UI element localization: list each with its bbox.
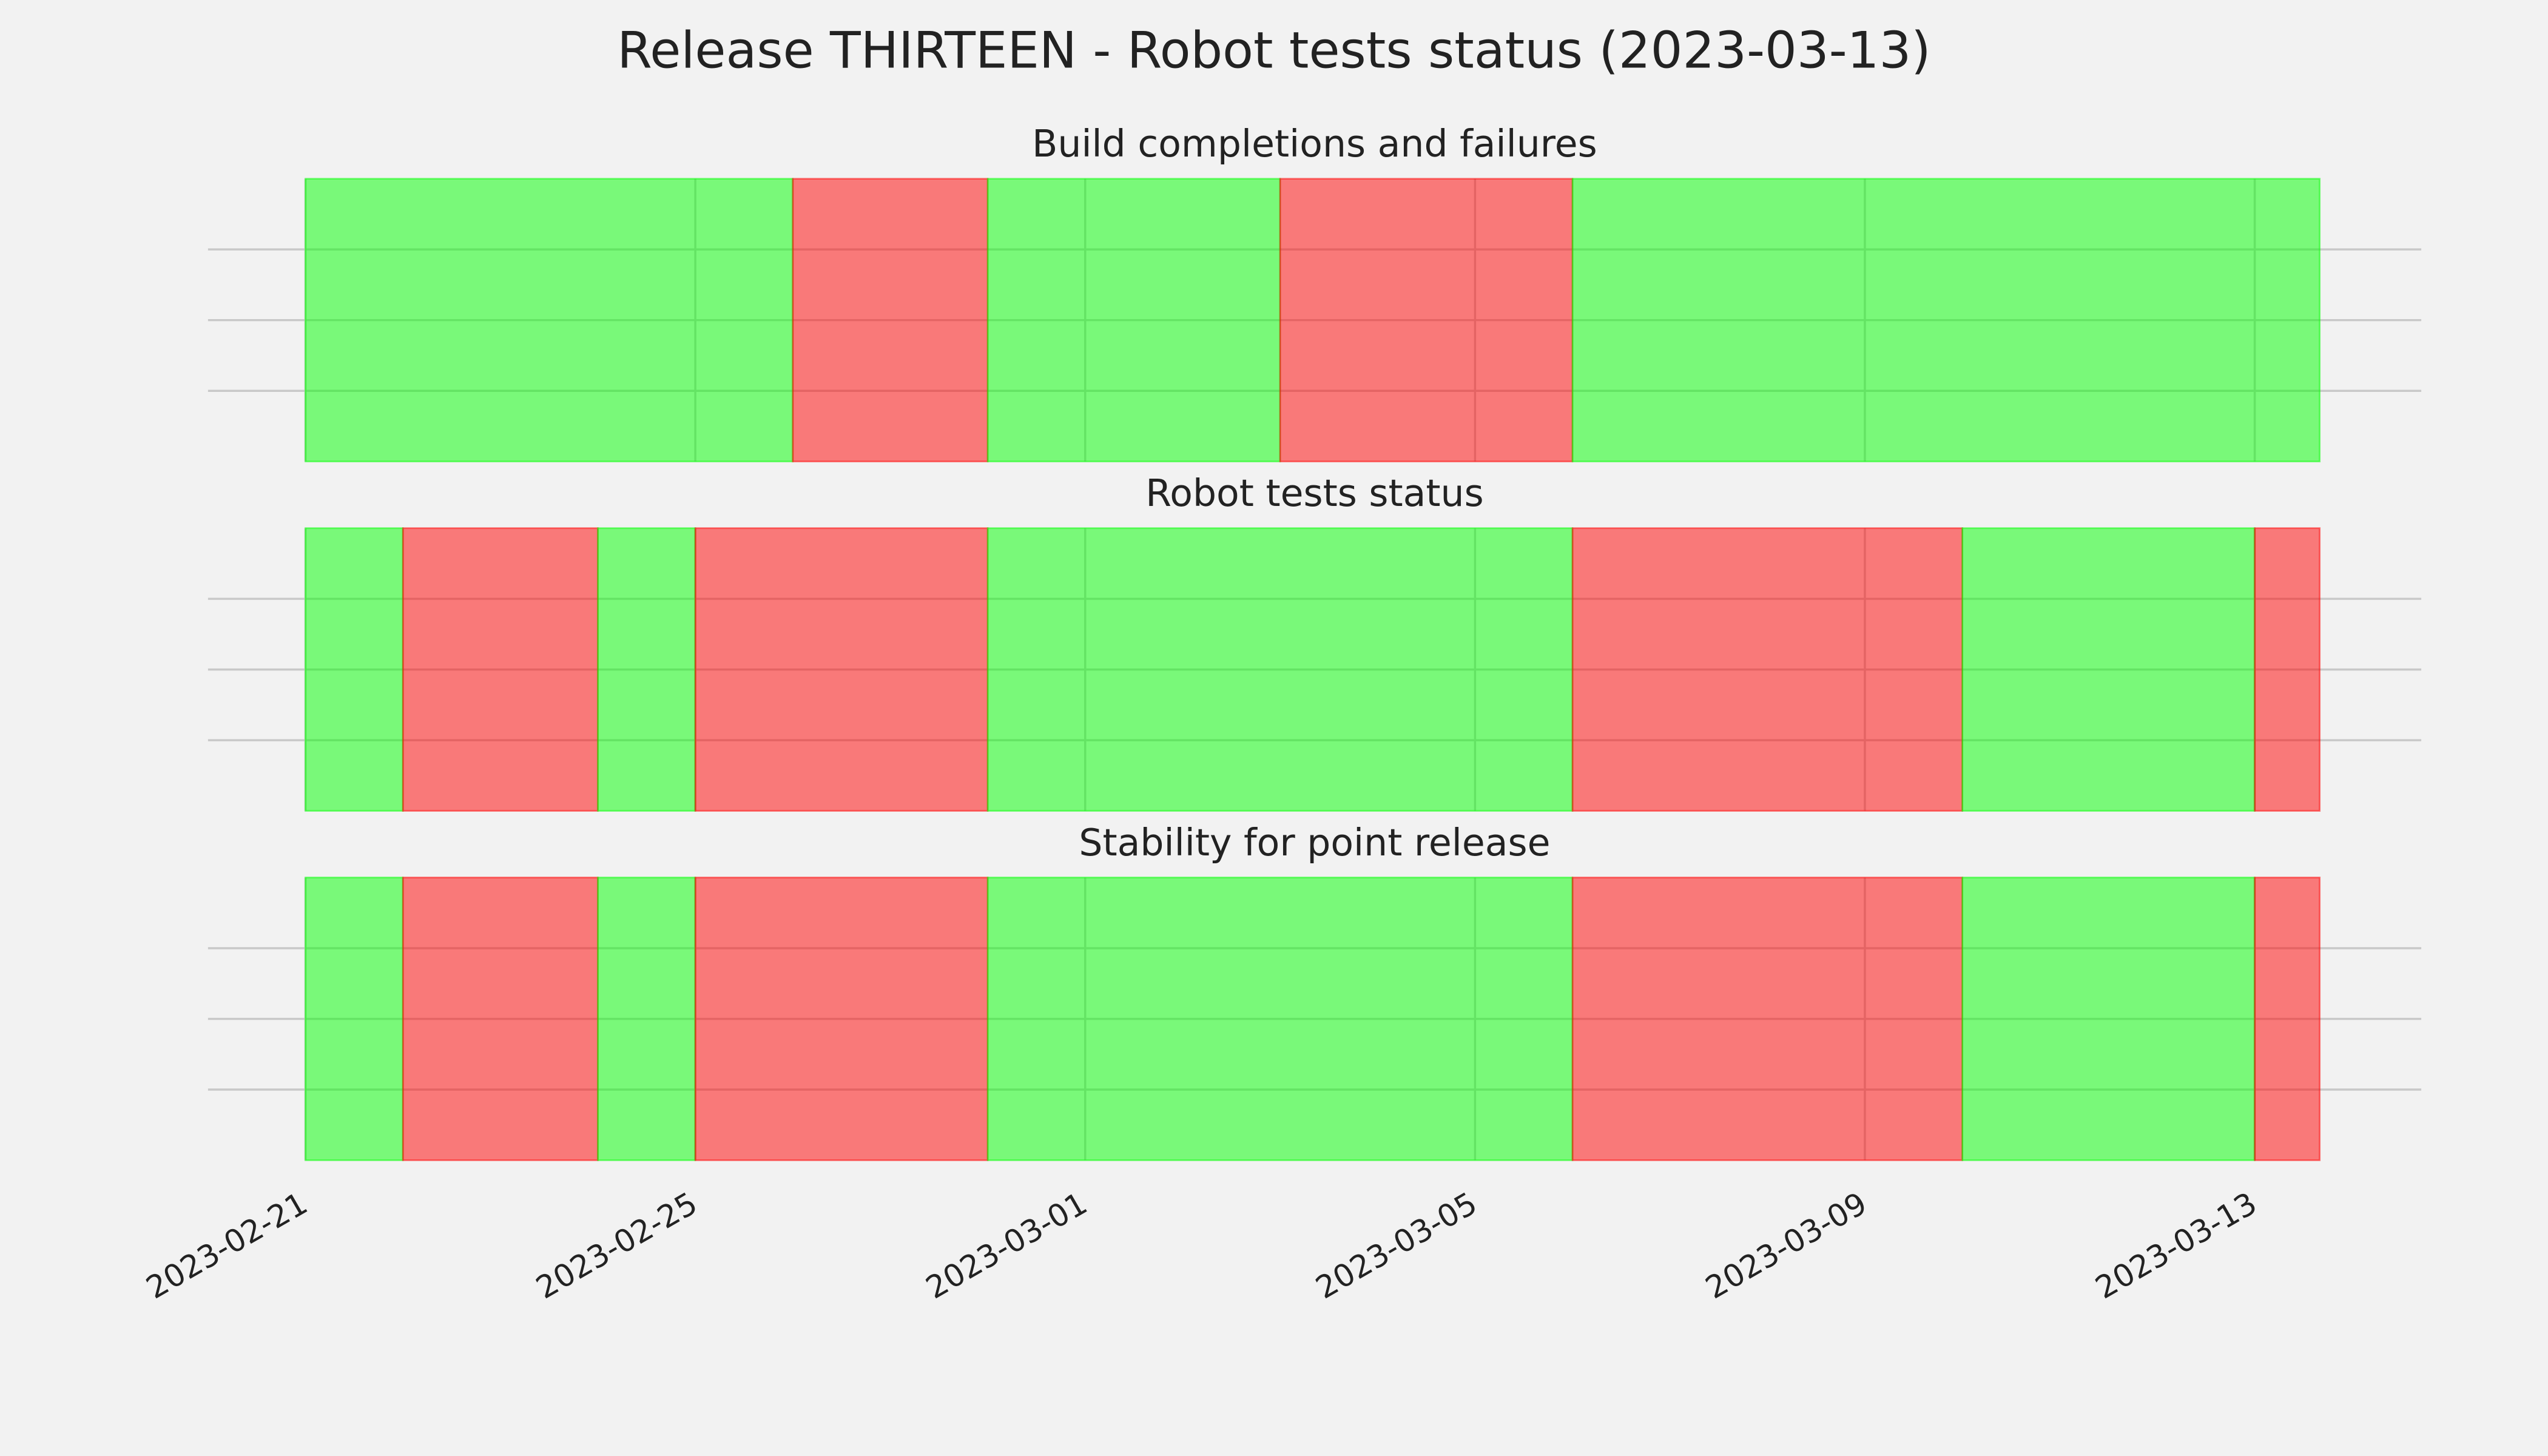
status-span	[1571, 178, 2321, 463]
panel-title: Build completions and failures	[1032, 122, 1597, 166]
panel-title: Robot tests status	[1145, 471, 1483, 515]
status-span	[402, 877, 599, 1161]
panel-title: Stability for point release	[1079, 821, 1550, 864]
status-span	[305, 178, 794, 463]
status-span	[2254, 527, 2321, 812]
status-span	[986, 178, 1281, 463]
status-span	[402, 527, 599, 812]
status-span	[1279, 178, 1574, 463]
status-span	[986, 877, 1574, 1161]
status-span	[792, 178, 989, 463]
status-span	[1961, 877, 2256, 1161]
status-span	[694, 527, 989, 812]
status-span	[597, 877, 696, 1161]
status-span	[597, 527, 696, 812]
chart-title: Release THIRTEEN - Robot tests status (2…	[617, 21, 1930, 79]
status-span	[1571, 877, 1963, 1161]
status-span	[986, 527, 1574, 812]
status-span	[2254, 877, 2321, 1161]
status-span	[694, 877, 989, 1161]
status-span	[1571, 527, 1963, 812]
status-span	[305, 877, 404, 1161]
status-span	[1961, 527, 2256, 812]
status-span	[305, 527, 404, 812]
